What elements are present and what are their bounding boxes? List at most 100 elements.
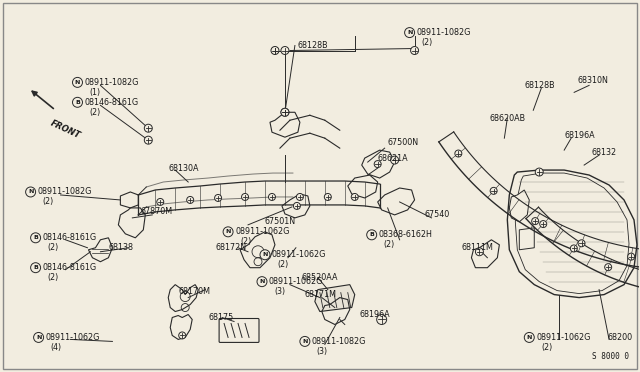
Text: 68200: 68200	[607, 333, 632, 342]
Text: B: B	[369, 232, 374, 237]
Circle shape	[377, 314, 387, 324]
Text: (2): (2)	[47, 243, 59, 252]
Circle shape	[605, 264, 612, 271]
Text: (1): (1)	[90, 88, 100, 97]
Text: 68171M: 68171M	[305, 290, 337, 299]
Text: 68128B: 68128B	[298, 41, 328, 50]
Circle shape	[144, 136, 152, 144]
Text: 68310N: 68310N	[577, 76, 608, 85]
Text: 08146-8161G: 08146-8161G	[43, 233, 97, 242]
Text: B: B	[33, 265, 38, 270]
Circle shape	[476, 248, 483, 256]
Text: (2): (2)	[422, 38, 433, 47]
Text: (2): (2)	[43, 198, 54, 206]
Text: (2): (2)	[383, 240, 395, 249]
Text: 08911-1082G: 08911-1082G	[312, 337, 366, 346]
Text: N: N	[259, 279, 265, 284]
Circle shape	[374, 161, 381, 167]
Circle shape	[281, 108, 289, 116]
Circle shape	[260, 250, 270, 260]
Text: B: B	[75, 100, 80, 105]
Polygon shape	[315, 285, 355, 311]
Text: 08368-6162H: 08368-6162H	[379, 230, 433, 239]
Circle shape	[34, 333, 44, 342]
Circle shape	[411, 46, 419, 54]
Text: 68111M: 68111M	[461, 243, 493, 252]
Text: 68128B: 68128B	[524, 81, 555, 90]
Text: N: N	[527, 335, 532, 340]
Circle shape	[31, 233, 40, 243]
Circle shape	[157, 198, 164, 205]
Text: N: N	[36, 335, 42, 340]
Text: 08911-1062G: 08911-1062G	[45, 333, 100, 342]
Circle shape	[404, 28, 415, 38]
Text: 08911-1062G: 08911-1062G	[235, 227, 289, 236]
Polygon shape	[519, 228, 534, 250]
Text: N: N	[407, 30, 412, 35]
Text: 68170M: 68170M	[178, 287, 210, 296]
Text: 67501N: 67501N	[265, 217, 296, 227]
Circle shape	[535, 168, 543, 176]
Circle shape	[293, 202, 300, 209]
Circle shape	[578, 240, 585, 247]
Text: N: N	[225, 229, 231, 234]
Text: 08911-1062G: 08911-1062G	[269, 277, 323, 286]
Circle shape	[524, 333, 534, 342]
Text: 08911-1082G: 08911-1082G	[417, 28, 471, 37]
Text: (2): (2)	[47, 273, 59, 282]
Text: N: N	[75, 80, 80, 85]
Text: 67540: 67540	[424, 211, 450, 219]
Text: 68132: 68132	[591, 148, 616, 157]
Text: N: N	[262, 252, 268, 257]
Circle shape	[351, 193, 358, 201]
Text: B: B	[33, 235, 38, 240]
Circle shape	[281, 108, 289, 116]
Text: 68196A: 68196A	[564, 131, 595, 140]
Text: 68620AB: 68620AB	[490, 114, 525, 123]
Polygon shape	[509, 190, 529, 222]
Circle shape	[187, 196, 194, 203]
Text: (2): (2)	[541, 343, 552, 352]
Text: (4): (4)	[51, 343, 61, 352]
Circle shape	[241, 193, 248, 201]
Text: 67500N: 67500N	[388, 138, 419, 147]
Text: 67870M: 67870M	[140, 208, 172, 217]
Text: 68520AA: 68520AA	[302, 273, 339, 282]
Circle shape	[390, 156, 399, 164]
Circle shape	[540, 221, 547, 228]
Circle shape	[144, 124, 152, 132]
Circle shape	[223, 227, 233, 237]
Circle shape	[31, 263, 40, 273]
Text: 68172N: 68172N	[215, 243, 246, 252]
Circle shape	[532, 218, 539, 225]
Circle shape	[271, 47, 278, 54]
Text: 08146-8161G: 08146-8161G	[84, 98, 139, 107]
Text: 68130A: 68130A	[168, 164, 199, 173]
Circle shape	[179, 332, 186, 339]
Text: 08911-1082G: 08911-1082G	[84, 78, 139, 87]
FancyBboxPatch shape	[3, 3, 637, 369]
Circle shape	[570, 245, 577, 252]
Circle shape	[490, 187, 497, 194]
Circle shape	[324, 193, 332, 201]
Circle shape	[628, 253, 635, 260]
Circle shape	[271, 46, 279, 54]
Text: 68621A: 68621A	[378, 154, 408, 163]
Circle shape	[268, 193, 275, 201]
Text: 08146-8161G: 08146-8161G	[43, 263, 97, 272]
Circle shape	[257, 277, 267, 286]
Circle shape	[367, 230, 377, 240]
Circle shape	[281, 46, 289, 54]
Text: 68196A: 68196A	[360, 310, 390, 319]
Text: N: N	[302, 339, 308, 344]
Text: 08911-1062G: 08911-1062G	[272, 250, 326, 259]
Circle shape	[300, 336, 310, 346]
Circle shape	[26, 187, 36, 197]
Circle shape	[214, 195, 221, 202]
Circle shape	[455, 150, 462, 157]
Circle shape	[72, 97, 83, 107]
Text: 08911-1082G: 08911-1082G	[38, 187, 92, 196]
Text: 08911-1062G: 08911-1062G	[536, 333, 591, 342]
Circle shape	[72, 77, 83, 87]
Text: 68175: 68175	[208, 313, 234, 322]
